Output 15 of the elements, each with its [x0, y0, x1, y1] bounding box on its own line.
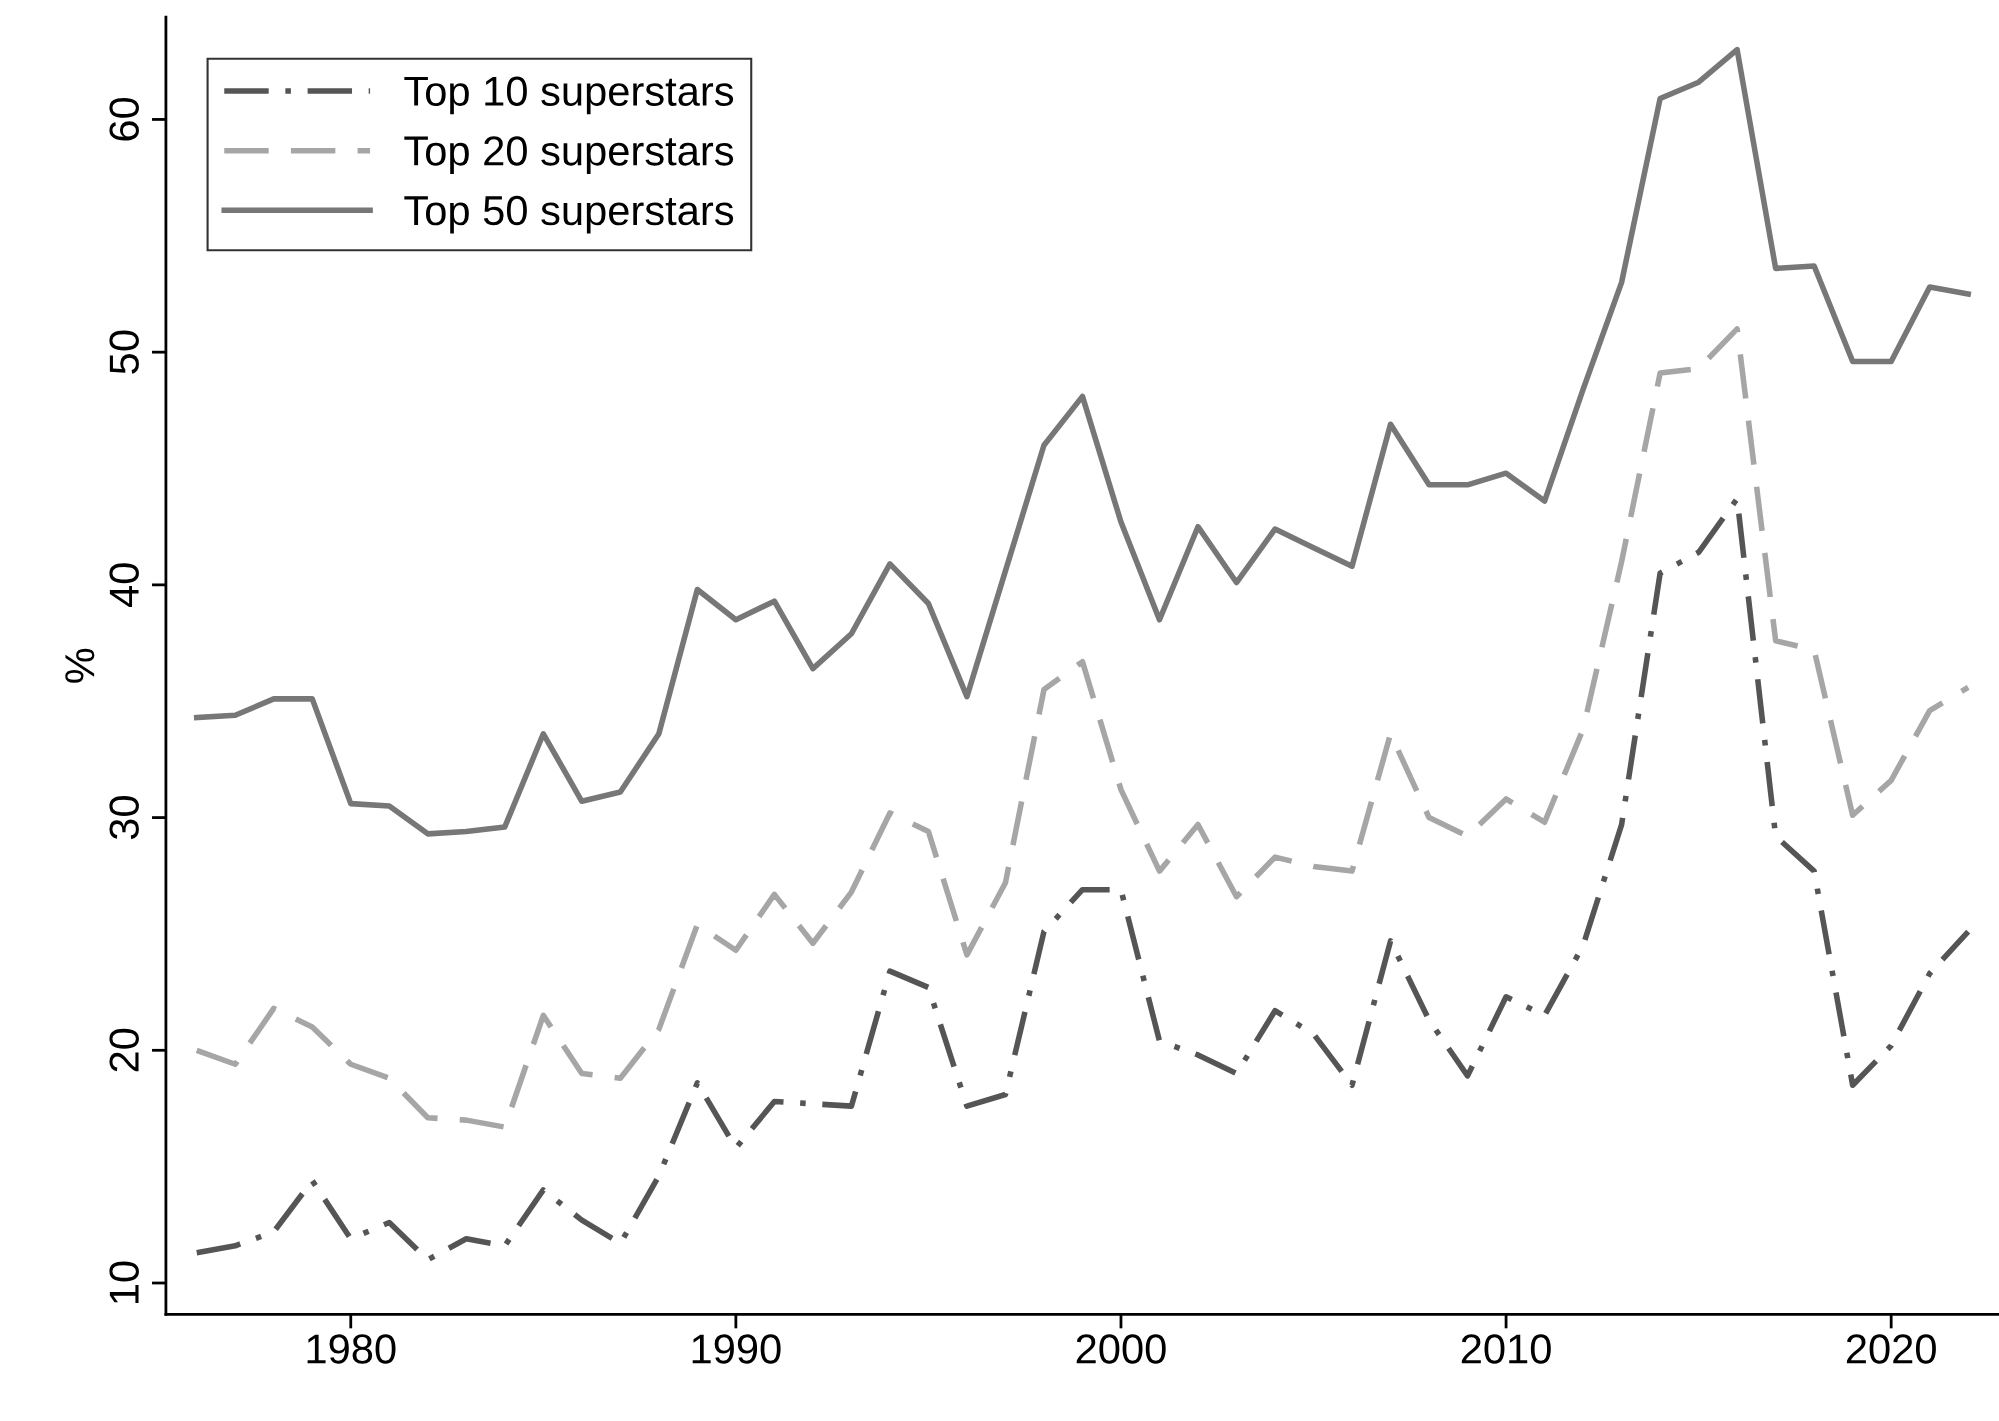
legend-label: Top 20 superstars: [404, 136, 734, 174]
y-tick-label: 50: [109, 330, 139, 374]
y-axis-title: %: [65, 648, 95, 683]
y-tick-label: 20: [109, 1028, 139, 1072]
x-tick-label: 2000: [1076, 1334, 1166, 1364]
x-tick-label: 1980: [307, 1334, 396, 1364]
y-tick-label: 60: [109, 97, 139, 141]
y-tick-label: 40: [109, 563, 139, 608]
x-tick-label: 2020: [1846, 1334, 1936, 1364]
y-tick-label: 10: [109, 1261, 139, 1303]
x-tick-label: 1990: [692, 1334, 781, 1364]
y-tick-label: 30: [109, 796, 139, 840]
legend-label: Top 50 superstars: [404, 195, 734, 234]
x-tick-label: 2010: [1461, 1334, 1551, 1364]
legend-label: Top 10 superstars: [404, 76, 734, 115]
